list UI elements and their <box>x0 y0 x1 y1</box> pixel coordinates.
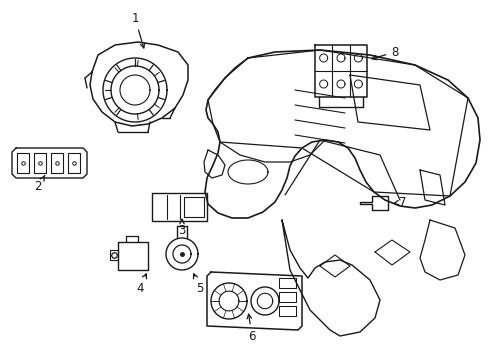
Text: 3: 3 <box>178 219 185 237</box>
Text: 7: 7 <box>393 195 406 208</box>
Text: 6: 6 <box>246 314 255 342</box>
Text: 8: 8 <box>371 45 398 60</box>
Text: 5: 5 <box>193 274 203 294</box>
Text: 1: 1 <box>131 12 144 48</box>
Text: 2: 2 <box>34 175 45 194</box>
Text: 4: 4 <box>136 274 146 294</box>
